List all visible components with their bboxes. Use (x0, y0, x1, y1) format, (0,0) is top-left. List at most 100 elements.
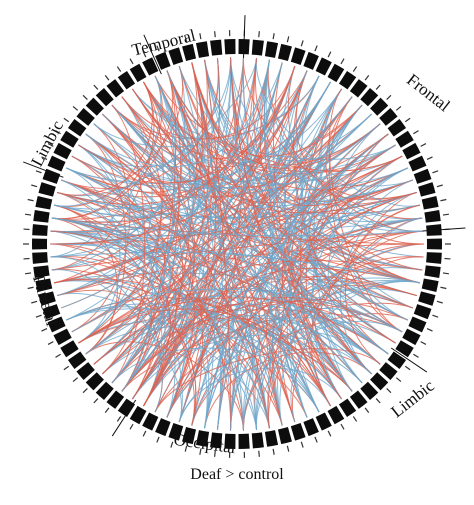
roi-segment (413, 304, 432, 320)
connection-link (311, 167, 409, 400)
figure-caption: Deaf > control (190, 466, 284, 483)
roi-segment (35, 278, 53, 293)
connection-link (166, 70, 210, 418)
roi-label-mark (199, 33, 202, 40)
connection-link (53, 113, 372, 210)
roi-segment (67, 351, 87, 369)
roi-label-mark (404, 365, 411, 371)
roi-label-mark (156, 436, 160, 443)
roi-segment (277, 427, 292, 445)
roi-label-mark (442, 272, 450, 275)
connection-link (300, 75, 372, 375)
connection-link (102, 113, 381, 194)
connection-link (51, 268, 308, 418)
roi-segment (413, 168, 432, 184)
roi-label-mark (41, 328, 48, 332)
roi-label-mark (440, 286, 447, 290)
connection-link (93, 123, 363, 384)
connection-link (143, 81, 421, 284)
connection-link (279, 179, 413, 426)
roi-label-mark (72, 105, 79, 111)
roi-label-mark (300, 40, 304, 47)
connection-link (57, 155, 403, 297)
connection-link (216, 81, 331, 431)
roi-label-mark (413, 353, 419, 358)
connection-link (290, 280, 421, 423)
roi-segment (402, 142, 421, 160)
roi-label-mark (142, 51, 147, 58)
roi-label-mark (364, 407, 370, 414)
connection-link (132, 88, 396, 344)
connection-link (310, 256, 424, 407)
connection-link (57, 191, 283, 426)
roi-label-mark (440, 198, 447, 202)
connection-link (93, 62, 209, 365)
connection-link (65, 155, 403, 189)
roi-label-mark (420, 143, 427, 147)
roi-segment (277, 43, 292, 61)
roi-segment (47, 316, 66, 333)
connection-link (243, 321, 403, 431)
connection-link (340, 191, 417, 375)
roi-labels (23, 30, 451, 458)
roi-segment (349, 390, 368, 409)
connection-link (121, 302, 413, 392)
connection-link (93, 70, 191, 365)
roi-label-mark (129, 58, 134, 65)
connection-link (111, 104, 146, 384)
roi-segment (251, 432, 264, 449)
roi-label-mark (426, 328, 433, 332)
connection-link (53, 204, 118, 355)
roi-segment (379, 362, 398, 380)
connection-link (229, 104, 363, 431)
roi-segment (210, 432, 223, 449)
connection-link (51, 62, 204, 223)
connection-link (57, 70, 308, 297)
roi-label-mark (184, 36, 188, 43)
roi-segment (142, 57, 159, 76)
roi-segment (155, 418, 171, 437)
roi-label-mark (426, 156, 433, 160)
connection-link (65, 308, 363, 384)
roi-segment (182, 43, 197, 61)
connection-link (178, 65, 372, 375)
roi-segment (315, 57, 332, 76)
lobe-divider (143, 34, 162, 75)
lobe-dividers (23, 15, 466, 437)
connection-link (268, 217, 423, 429)
connection-link (216, 133, 389, 431)
roi-segment (195, 430, 210, 447)
lobe-label-frontal: Frontal (403, 70, 454, 115)
connection-link (204, 59, 363, 384)
roi-segment (264, 41, 279, 58)
roi-label-mark (214, 450, 216, 457)
roi-segment (408, 316, 427, 333)
roi-segment (338, 398, 357, 417)
connection-link (102, 113, 283, 426)
roi-label-mark (55, 130, 61, 135)
roi-label-mark (170, 40, 174, 47)
connection-link (51, 217, 424, 237)
roi-segment (32, 238, 48, 250)
roi-label-mark (82, 388, 88, 394)
connection-link (50, 75, 176, 258)
roi-segment (76, 362, 95, 380)
roi-label-mark (116, 66, 122, 72)
roi-label-mark (142, 430, 147, 437)
roi-label-mark (63, 365, 70, 371)
roi-segment (424, 209, 441, 223)
connection-link (255, 167, 409, 431)
roi-label-mark (314, 45, 318, 52)
connection-link (85, 81, 180, 355)
roi-label-mark (436, 300, 443, 304)
lobe-divider (242, 15, 246, 59)
roi-label-mark (129, 423, 134, 430)
connection-link (143, 65, 296, 407)
roi-segment (60, 130, 79, 148)
connection-link (57, 59, 270, 205)
connection-link (178, 367, 342, 423)
connection-link (121, 96, 417, 214)
connection-link (51, 81, 155, 271)
connection-link (71, 113, 372, 333)
connection-link (191, 62, 381, 169)
